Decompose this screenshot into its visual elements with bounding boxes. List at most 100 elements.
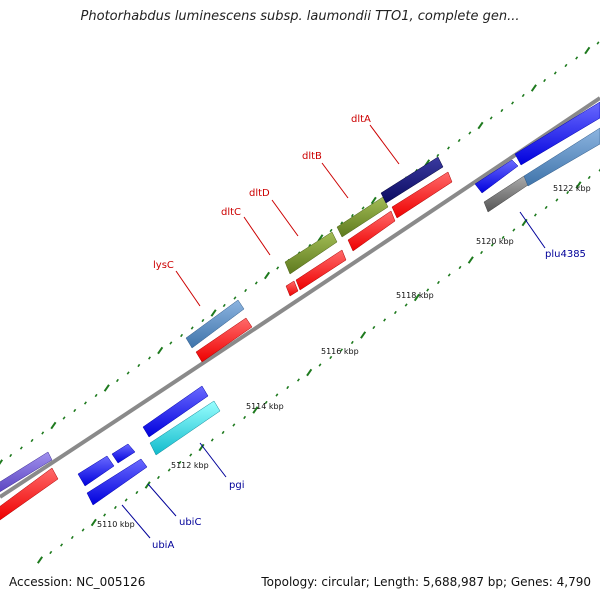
minor-tick [575,56,579,60]
minor-tick [350,213,354,218]
minor-tick [286,385,290,390]
minor-tick [318,363,322,367]
gene-feature[interactable] [77,455,115,487]
gene-feature[interactable] [0,451,53,493]
gene-feature[interactable] [474,159,519,194]
major-tick [252,406,259,414]
minor-tick [30,438,34,443]
gene-label-ubiC[interactable]: ubiC [179,517,201,528]
minor-tick [393,310,397,315]
major-tick [198,443,205,452]
gene-feature[interactable] [185,299,245,349]
scale-labels: 5110 kbp 5112 kbp 5114 kbp 5116 kbp 5118… [97,184,591,529]
minor-tick [60,543,64,547]
genome-stats-label: Topology: circular; Length: 5,688,987 bp… [261,575,591,589]
major-tick [50,421,57,430]
gene-feature[interactable] [380,156,444,204]
minor-tick [137,363,141,368]
minor-tick [426,288,430,292]
gene-label-plu4385[interactable]: plu4385 [545,249,586,260]
minor-tick [329,228,333,233]
minor-tick [19,446,23,450]
minor-tick [148,356,151,360]
gene-label-ubiA[interactable]: ubiA [152,540,174,551]
gene-feature[interactable] [285,280,299,297]
minor-tick [276,266,280,270]
minor-tick [275,393,279,397]
minor-tick [512,228,516,232]
gene-feature[interactable] [514,101,600,166]
gene-label-dltD[interactable]: dltD [249,188,270,199]
minor-tick [124,498,128,502]
gene-feature[interactable] [523,127,600,187]
major-tick [306,368,313,377]
minor-tick [135,490,139,495]
minor-tick [587,175,591,180]
gene-label-pgi[interactable]: pgi [229,480,244,491]
gene-feature[interactable] [284,231,338,275]
minor-tick [361,206,365,210]
scale-label: 5122 kbp [553,184,591,193]
minor-tick [555,198,559,202]
gene-feature[interactable] [0,467,59,521]
minor-tick [62,416,66,420]
minor-tick [533,213,537,217]
minor-tick [190,326,194,330]
minor-tick [70,535,74,540]
minor-tick [41,431,45,435]
minor-tick [103,513,107,517]
major-tick [530,84,537,92]
gene-feature[interactable] [86,458,148,506]
major-tick [584,46,591,55]
major-tick [210,309,217,317]
major-tick [103,384,110,392]
gene-feature[interactable] [149,400,221,456]
gene-label-lysC[interactable]: lysC [153,260,174,271]
gene-feature[interactable] [142,385,209,438]
minor-tick [543,78,547,83]
minor-tick [49,550,53,555]
gene-feature[interactable] [111,443,136,464]
major-tick [0,459,4,465]
gene-feature[interactable] [347,210,396,252]
scale-label: 5116 kbp [321,347,359,356]
minor-tick [156,475,160,480]
major-tick [144,481,151,489]
map-title: Photorhabdus luminescens subsp. laumondi… [80,9,520,24]
gene-feature[interactable] [336,196,389,238]
gene-feature[interactable] [195,317,253,363]
minor-tick [372,325,376,330]
minor-tick [521,93,525,98]
gene-label-dltB[interactable]: dltB [302,151,322,162]
minor-tick [222,303,226,308]
major-tick [36,556,44,564]
minor-tick [511,101,515,105]
minor-tick [458,265,462,270]
minor-tick [457,138,461,143]
gene-feature[interactable] [391,171,453,219]
gene-label-dltC[interactable]: dltC [221,207,241,218]
gene-feature[interactable] [295,249,347,291]
minor-tick [500,108,504,113]
minor-tick [233,296,237,300]
minor-tick [178,460,182,465]
minor-tick [232,423,236,427]
gene-label-dltA[interactable]: dltA [351,114,371,125]
accession-label: Accession: NC_005126 [9,575,146,589]
minor-tick [83,401,87,405]
minor-tick [480,250,484,255]
minor-tick [490,243,494,247]
forward-gene-labels: lysC dltC dltD dltB dltA [153,114,371,271]
minor-tick [489,116,493,120]
minor-tick [564,63,568,68]
minor-tick [544,205,548,210]
major-tick [467,256,474,264]
minor-tick [201,318,205,323]
major-tick [157,346,164,355]
minor-tick [468,131,472,135]
minor-tick [596,41,600,45]
minor-tick [94,393,98,398]
minor-tick [73,408,77,413]
reverse-strand-genes [77,127,600,506]
